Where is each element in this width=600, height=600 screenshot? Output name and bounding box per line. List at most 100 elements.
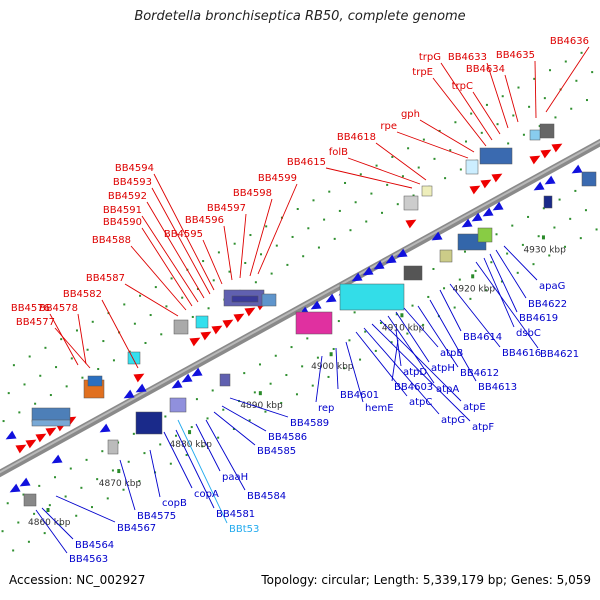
reverse-gene-arrow [191,367,203,377]
gene-label-heme[interactable]: hemE [365,403,394,414]
feature-dot [286,263,289,266]
gene-label-atpg[interactable]: atpG [441,415,465,426]
gene-label-atpb[interactable]: atpB [440,348,463,359]
gene-label-bb4597[interactable]: BB4597 [207,203,246,214]
gene-label-bb4612[interactable]: BB4612 [460,368,499,379]
gene-label-atph[interactable]: atpH [431,363,455,374]
gene-label-bb4590[interactable]: BB4590 [103,217,142,228]
feature-dot [206,417,209,420]
feature-dot [80,486,83,489]
label-leader-lines [35,46,590,554]
leader-line [429,299,477,382]
feature-dot [28,355,31,358]
leader-line [221,405,267,432]
gene-label-trpg[interactable]: trpG [419,52,441,63]
gene-label-bb4576[interactable]: BB4576 [11,303,50,314]
gene-block [539,123,555,139]
gene-label-bb4578[interactable]: BB4578 [39,303,78,314]
gene-label-bb4599[interactable]: BB4599 [258,173,297,184]
gene-block [169,397,187,413]
feature-dot [507,142,510,145]
gene-label-copb[interactable]: copB [162,498,187,509]
gene-label-bb4636[interactable]: BB4636 [550,36,589,47]
gene-label-bb4613[interactable]: BB4613 [478,382,517,393]
gene-label-atpe[interactable]: atpE [463,402,486,413]
gene-label-atpd[interactable]: atpD [403,367,427,378]
gene-label-copa[interactable]: copA [194,489,219,500]
genome-summary-text: Topology: circular; Length: 5,339,179 bp… [261,573,591,587]
gene-label-bb4577[interactable]: BB4577 [16,317,55,328]
gene-label-bb4616[interactable]: BB4616 [502,348,541,359]
gene-label-bb4635[interactable]: BB4635 [496,50,535,61]
gene-label-bb4618[interactable]: BB4618 [337,132,376,143]
feature-dot [370,192,373,195]
gene-label-bb4589[interactable]: BB4589 [290,418,329,429]
gene-label-bb4595[interactable]: BB4595 [164,229,203,240]
gene-features [5,123,597,507]
gene-label-bb4567[interactable]: BB4567 [117,523,156,534]
gene-label-bb4592[interactable]: BB4592 [108,191,147,202]
feature-dot [591,71,594,74]
gene-label-bb4621[interactable]: BB4621 [540,349,579,360]
leader-line [41,507,74,540]
axis-tick: 4870 kbp [99,469,141,489]
gene-block [219,373,231,387]
feature-dot [258,363,261,366]
gene-block [127,351,141,365]
gene-label-bb4594[interactable]: BB4594 [115,163,154,174]
gene-label-bb4586[interactable]: BB4586 [268,432,307,443]
feature-dot [12,364,15,367]
feature-dot [17,521,20,524]
feature-dot [328,190,331,193]
gene-label-bb4587[interactable]: BB4587 [86,273,125,284]
gene-label-bb4596[interactable]: BB4596 [185,215,224,226]
leader-line [449,283,501,348]
gene-label-atpc[interactable]: atpC [409,397,432,408]
gene-label-bbt53[interactable]: BBt53 [229,524,259,535]
gene-label-bb4619[interactable]: BB4619 [519,313,558,324]
feature-dot [159,443,162,446]
gene-label-rpe[interactable]: rpe [380,121,397,132]
gene-label-bb4588[interactable]: BB4588 [92,235,131,246]
gene-label-gph[interactable]: gph [401,109,420,120]
feature-dot [243,372,246,375]
feature-dot [244,261,247,264]
feature-dot [469,297,472,300]
gene-label-bb4603[interactable]: BB4603 [394,382,433,393]
feature-dot [485,103,488,106]
gene-label-bb4575[interactable]: BB4575 [137,511,176,522]
gene-label-bb4598[interactable]: BB4598 [233,188,272,199]
gene-label-bb4614[interactable]: BB4614 [463,332,502,343]
gene-label-bb4634[interactable]: BB4634 [466,64,505,75]
gene-label-paah[interactable]: paaH [222,472,248,483]
gene-label-dsbc[interactable]: dsbC [516,328,541,339]
feature-dot [543,97,546,100]
gene-label-bb4593[interactable]: BB4593 [113,177,152,188]
gene-label-bb4584[interactable]: BB4584 [247,491,286,502]
leader-line [347,157,421,185]
gene-label-bb4563[interactable]: BB4563 [69,554,108,565]
gene-label-bb4615[interactable]: BB4615 [287,157,326,168]
feature-dot [149,314,152,317]
gene-label-bb4633[interactable]: BB4633 [448,52,487,63]
feature-dot [285,374,288,377]
gene-label-apag[interactable]: apaG [539,281,565,292]
feature-dot [417,166,420,169]
feature-dot [69,467,72,470]
gene-label-bb4622[interactable]: BB4622 [528,299,567,310]
gene-label-atpf[interactable]: atpF [472,422,494,433]
gene-label-bb4564[interactable]: BB4564 [75,540,114,551]
feature-dot [584,209,587,212]
gene-label-folb[interactable]: folB [329,147,348,158]
gene-label-trpe[interactable]: trpE [412,67,433,78]
gene-label-bb4582[interactable]: BB4582 [63,289,102,300]
gene-label-bb4585[interactable]: BB4585 [257,446,296,457]
gene-label-bb4591[interactable]: BB4591 [103,205,142,216]
gene-label-bb4601[interactable]: BB4601 [340,390,379,401]
gene-label-rep[interactable]: rep [318,403,334,414]
gene-label-atpa[interactable]: atpA [436,384,459,395]
gene-label-trpc[interactable]: trpC [452,81,473,92]
feature-dot [333,237,336,240]
axis-tick: 4900 kbp [311,352,354,372]
gene-label-bb4581[interactable]: BB4581 [216,509,255,520]
